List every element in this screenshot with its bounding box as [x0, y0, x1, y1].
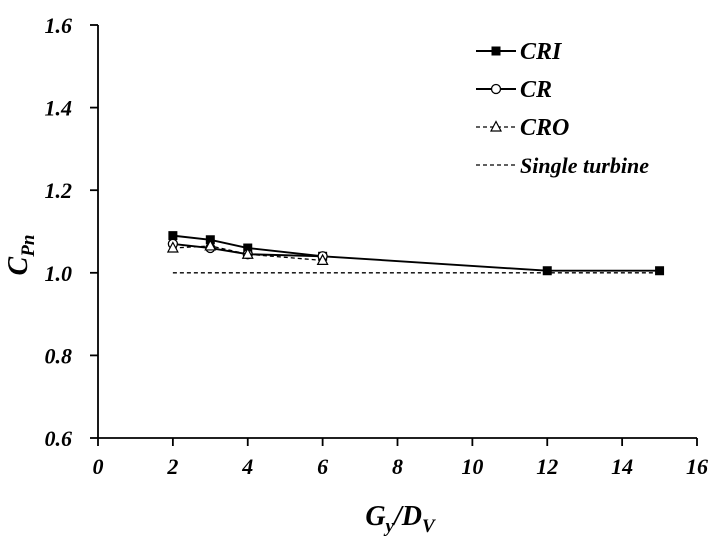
x-tick-label: 16: [686, 454, 708, 479]
legend-label-cro: CRO: [520, 115, 569, 141]
y-tick-label: 0.6: [45, 426, 73, 451]
x-tick-labels: 0 2 4 6 8 10 12 14 16: [93, 454, 709, 479]
axes: [97, 25, 697, 439]
x-axis-title-main: G: [365, 501, 385, 532]
y-tick-label: 1.6: [45, 13, 73, 38]
series-line-cri: [172, 234, 660, 272]
legend: CRI CR CRO Single turbine: [476, 39, 649, 178]
plot-area: [166, 231, 665, 276]
x-tick-label: 6: [317, 454, 328, 479]
legend-marker-cro: [490, 120, 502, 132]
data-point-cri: [655, 266, 665, 276]
legend-entry-cr: CR: [476, 77, 552, 103]
y-axis-title-sub: Pn: [18, 235, 39, 258]
x-axis-title-sep: /D: [392, 501, 422, 532]
data-point-cro: [166, 241, 179, 253]
x-tick-label: 0: [93, 454, 104, 479]
data-point-cri: [542, 266, 552, 276]
x-tick-label: 12: [536, 454, 558, 479]
x-axis-title-sub2: V: [422, 516, 436, 537]
legend-label-single-turbine: Single turbine: [520, 153, 649, 178]
legend-marker-cri: [491, 46, 501, 56]
x-axis-title-sub1: y: [384, 516, 395, 537]
y-tick-label: 1.4: [45, 96, 73, 121]
legend-marker-cr: [490, 83, 502, 95]
data-point-cro: [241, 247, 254, 259]
legend-label-cri: CRI: [520, 39, 563, 65]
ticks: [90, 24, 698, 446]
legend-entry-cri: CRI: [476, 39, 563, 65]
x-tick-label: 8: [392, 454, 403, 479]
x-tick-label: 10: [461, 454, 483, 479]
y-tick-label: 1.2: [45, 178, 73, 203]
x-tick-label: 4: [241, 454, 253, 479]
legend-entry-single-turbine: Single turbine: [476, 153, 649, 178]
x-tick-label: 2: [166, 454, 178, 479]
y-axis-title: CPn: [3, 235, 39, 276]
legend-entry-cro: CRO: [476, 115, 569, 141]
data-point-cri: [168, 231, 178, 241]
legend-label-cr: CR: [520, 77, 552, 103]
series-line-cro: [172, 245, 323, 262]
data-point-cro: [316, 253, 329, 266]
y-axis-title-main: C: [3, 256, 34, 275]
series-line-cr: [172, 242, 323, 258]
series-cro: [166, 239, 329, 266]
x-axis-title: Gy/DV: [365, 501, 436, 537]
y-tick-label: 1.0: [45, 261, 73, 286]
y-tick-label: 0.8: [45, 343, 73, 368]
x-tick-label: 14: [611, 454, 633, 479]
y-tick-labels: 0.6 0.8 1.0 1.2 1.4 1.6: [45, 13, 73, 451]
data-point-cro: [204, 239, 217, 251]
